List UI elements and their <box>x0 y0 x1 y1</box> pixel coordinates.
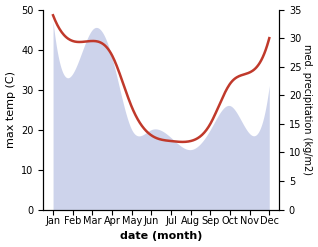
Y-axis label: med. precipitation (kg/m2): med. precipitation (kg/m2) <box>302 44 313 175</box>
Y-axis label: max temp (C): max temp (C) <box>5 71 16 148</box>
X-axis label: date (month): date (month) <box>120 231 202 242</box>
